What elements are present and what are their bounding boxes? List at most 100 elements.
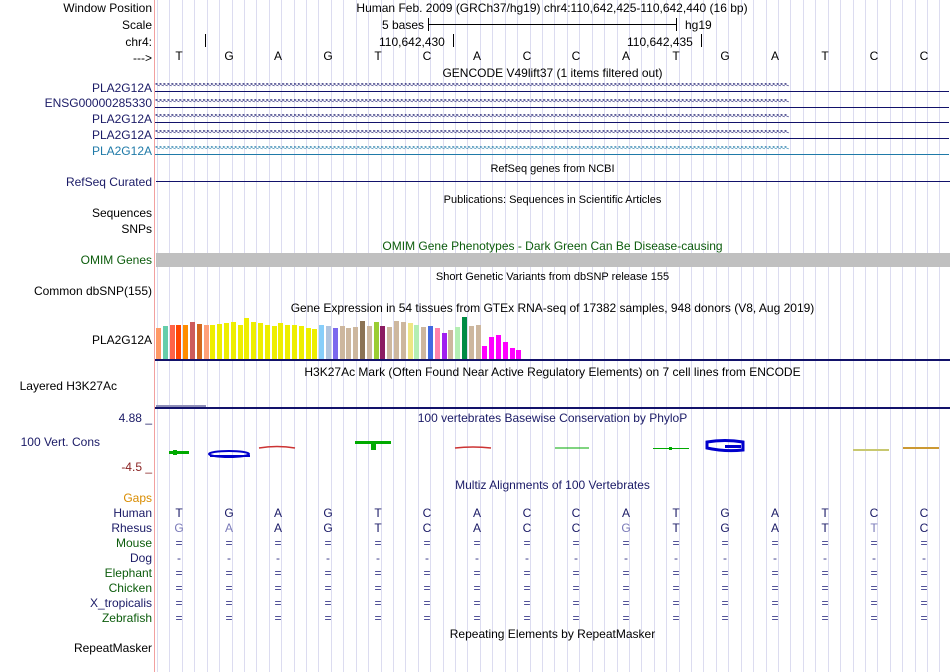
label-cons[interactable]: 100 Vert. Cons	[20, 435, 100, 449]
label-species-x-tropicalis[interactable]: X_tropicalis	[89, 596, 152, 610]
gtex-tissue-bar[interactable]	[489, 337, 495, 359]
gtex-tissue-bar[interactable]	[475, 325, 481, 359]
label-h3k27ac[interactable]: Layered H3K27Ac	[19, 379, 117, 393]
gtex-tissue-bar[interactable]	[502, 342, 508, 359]
repeatmasker-track[interactable]: Repeating Elements by RepeatMasker	[155, 625, 950, 672]
gtex-tissue-bar[interactable]	[373, 322, 379, 359]
label-refseq[interactable]: RefSeq Curated	[65, 175, 152, 189]
label-species-human[interactable]: Human	[113, 506, 152, 520]
gtex-tissue-bar[interactable]	[244, 318, 250, 359]
gtex-tissue-bar[interactable]	[183, 325, 189, 359]
gtex-tissue-bar[interactable]	[312, 329, 318, 359]
gtex-tissue-bar[interactable]	[298, 326, 304, 359]
publications-track[interactable]: Publications: Sequences in Scientific Ar…	[155, 192, 950, 239]
gtex-tissue-bar[interactable]	[190, 322, 195, 359]
gtex-tissue-bar[interactable]	[305, 328, 311, 359]
label-omim[interactable]: OMIM Genes	[80, 253, 152, 267]
gtex-tissue-bar[interactable]	[224, 323, 229, 359]
gtex-tissue-bar[interactable]	[421, 327, 427, 359]
conservation-plot[interactable]	[155, 410, 950, 476]
label-species-rhesus[interactable]: Rhesus	[111, 521, 152, 535]
gtex-tissue-bar[interactable]	[441, 333, 447, 359]
gtex-tissue-bar[interactable]	[509, 348, 515, 359]
label-snps[interactable]: SNPs	[121, 222, 152, 236]
gtex-tissue-bar[interactable]	[428, 326, 433, 359]
label-species-mouse[interactable]: Mouse	[115, 536, 152, 550]
gtex-tissue-bar[interactable]	[360, 321, 365, 359]
gtex-tissue-bar[interactable]	[332, 328, 338, 359]
gene-feature-4[interactable]: <<<<<<<<<<<<<<<<<<<<<<<<<<<<<<<<<<<<<<<<…	[155, 130, 949, 139]
label-scale[interactable]: Scale	[121, 18, 152, 32]
gtex-bar-chart[interactable]	[156, 316, 536, 359]
gtex-tissue-bar[interactable]	[210, 325, 216, 359]
gene-feature-2[interactable]: <<<<<<<<<<<<<<<<<<<<<<<<<<<<<<<<<<<<<<<<…	[155, 99, 949, 108]
label-sequences[interactable]: Sequences	[91, 206, 152, 220]
dbsnp-track[interactable]: Short Genetic Variants from dbSNP releas…	[155, 270, 950, 300]
gtex-tissue-bar[interactable]	[468, 326, 474, 359]
gtex-tissue-bar[interactable]	[380, 326, 386, 359]
gencode-track[interactable]: GENCODE V49lift37 (1 items filtered out)…	[155, 65, 950, 161]
gtex-tissue-bar[interactable]	[251, 322, 257, 359]
gtex-tissue-bar[interactable]	[353, 327, 359, 359]
gtex-tissue-bar[interactable]	[264, 325, 270, 359]
gtex-tissue-bar[interactable]	[196, 324, 202, 359]
gtex-tissue-bar[interactable]	[434, 328, 440, 359]
gtex-tissue-bar[interactable]	[462, 317, 467, 359]
omim-feature-bar[interactable]	[156, 253, 950, 267]
gtex-tissue-bar[interactable]	[258, 323, 263, 359]
gtex-tissue-bar[interactable]	[346, 328, 352, 359]
ruler-track[interactable]: Human Feb. 2009 (GRCh37/hg19) chr4:110,6…	[155, 0, 950, 66]
omim-track[interactable]: OMIM Gene Phenotypes - Dark Green Can Be…	[155, 239, 950, 270]
gtex-tissue-bar[interactable]	[176, 325, 182, 359]
gtex-tissue-bar[interactable]	[319, 325, 325, 359]
gtex-tissue-bar[interactable]	[285, 325, 291, 359]
gtex-tissue-bar[interactable]	[394, 321, 399, 359]
gtex-tissue-bar[interactable]	[156, 328, 161, 359]
gtex-tissue-bar[interactable]	[339, 326, 345, 359]
gtex-tissue-bar[interactable]	[278, 323, 284, 359]
gtex-tissue-bar[interactable]	[237, 325, 243, 359]
gtex-tissue-bar[interactable]	[400, 322, 406, 359]
label-species-chicken[interactable]: Chicken	[108, 581, 152, 595]
label-repeatmasker[interactable]: RepeatMasker	[73, 641, 152, 655]
gtex-tissue-bar[interactable]	[455, 327, 461, 359]
label-window-position[interactable]: Window Position	[63, 1, 152, 15]
h3k27ac-track[interactable]: H3K27Ac Mark (Often Found Near Active Re…	[155, 362, 950, 410]
gtex-tissue-bar[interactable]	[162, 326, 168, 359]
label-gene-3[interactable]: PLA2G12A	[91, 112, 152, 126]
gtex-tissue-bar[interactable]	[407, 323, 413, 359]
label-species-dog[interactable]: Dog	[129, 551, 152, 565]
label-species-zebrafish[interactable]: Zebrafish	[101, 611, 152, 625]
refseq-gene-line[interactable]	[156, 181, 950, 182]
gtex-tissue-bar[interactable]	[271, 326, 277, 359]
gtex-track[interactable]: Gene Expression in 54 tissues from GTEx …	[155, 300, 950, 362]
gtex-tissue-bar[interactable]	[169, 325, 175, 359]
gtex-tissue-bar[interactable]	[292, 325, 297, 359]
gene-feature-5[interactable]: <<<<<<<<<<<<<<<<<<<<<<<<<<<<<<<<<<<<<<<<…	[155, 146, 949, 155]
gtex-tissue-bar[interactable]	[326, 326, 331, 359]
gtex-tissue-bar[interactable]	[230, 322, 236, 359]
label-gtex[interactable]: PLA2G12A	[91, 333, 152, 347]
label-gaps[interactable]: Gaps	[123, 491, 152, 505]
gtex-tissue-bar[interactable]	[414, 325, 420, 359]
conservation-track[interactable]: 100 vertebrates Basewise Conservation by…	[155, 410, 950, 480]
label-strand[interactable]: --->	[133, 51, 152, 65]
gene-feature-3[interactable]: <<<<<<<<<<<<<<<<<<<<<<<<<<<<<<<<<<<<<<<<…	[155, 114, 949, 123]
refseq-track[interactable]: RefSeq genes from NCBI	[155, 161, 950, 192]
label-gene-4[interactable]: PLA2G12A	[91, 128, 152, 142]
label-species-elephant[interactable]: Elephant	[104, 566, 152, 580]
gtex-tissue-bar[interactable]	[366, 326, 372, 359]
label-gene-5[interactable]: PLA2G12A	[91, 144, 152, 158]
gtex-tissue-bar[interactable]	[203, 325, 209, 359]
gtex-tissue-bar[interactable]	[496, 335, 501, 359]
label-gene-2[interactable]: ENSG00000285330	[44, 96, 152, 110]
gene-feature-1[interactable]: <<<<<<<<<<<<<<<<<<<<<<<<<<<<<<<<<<<<<<<<…	[155, 83, 949, 92]
gtex-tissue-bar[interactable]	[482, 346, 488, 359]
label-chrom[interactable]: chr4:	[125, 35, 152, 49]
gtex-tissue-bar[interactable]	[516, 350, 522, 359]
gtex-tissue-bar[interactable]	[448, 330, 454, 359]
gtex-tissue-bar[interactable]	[217, 324, 223, 359]
gtex-tissue-bar[interactable]	[387, 327, 393, 359]
label-dbsnp[interactable]: Common dbSNP(155)	[33, 284, 152, 298]
